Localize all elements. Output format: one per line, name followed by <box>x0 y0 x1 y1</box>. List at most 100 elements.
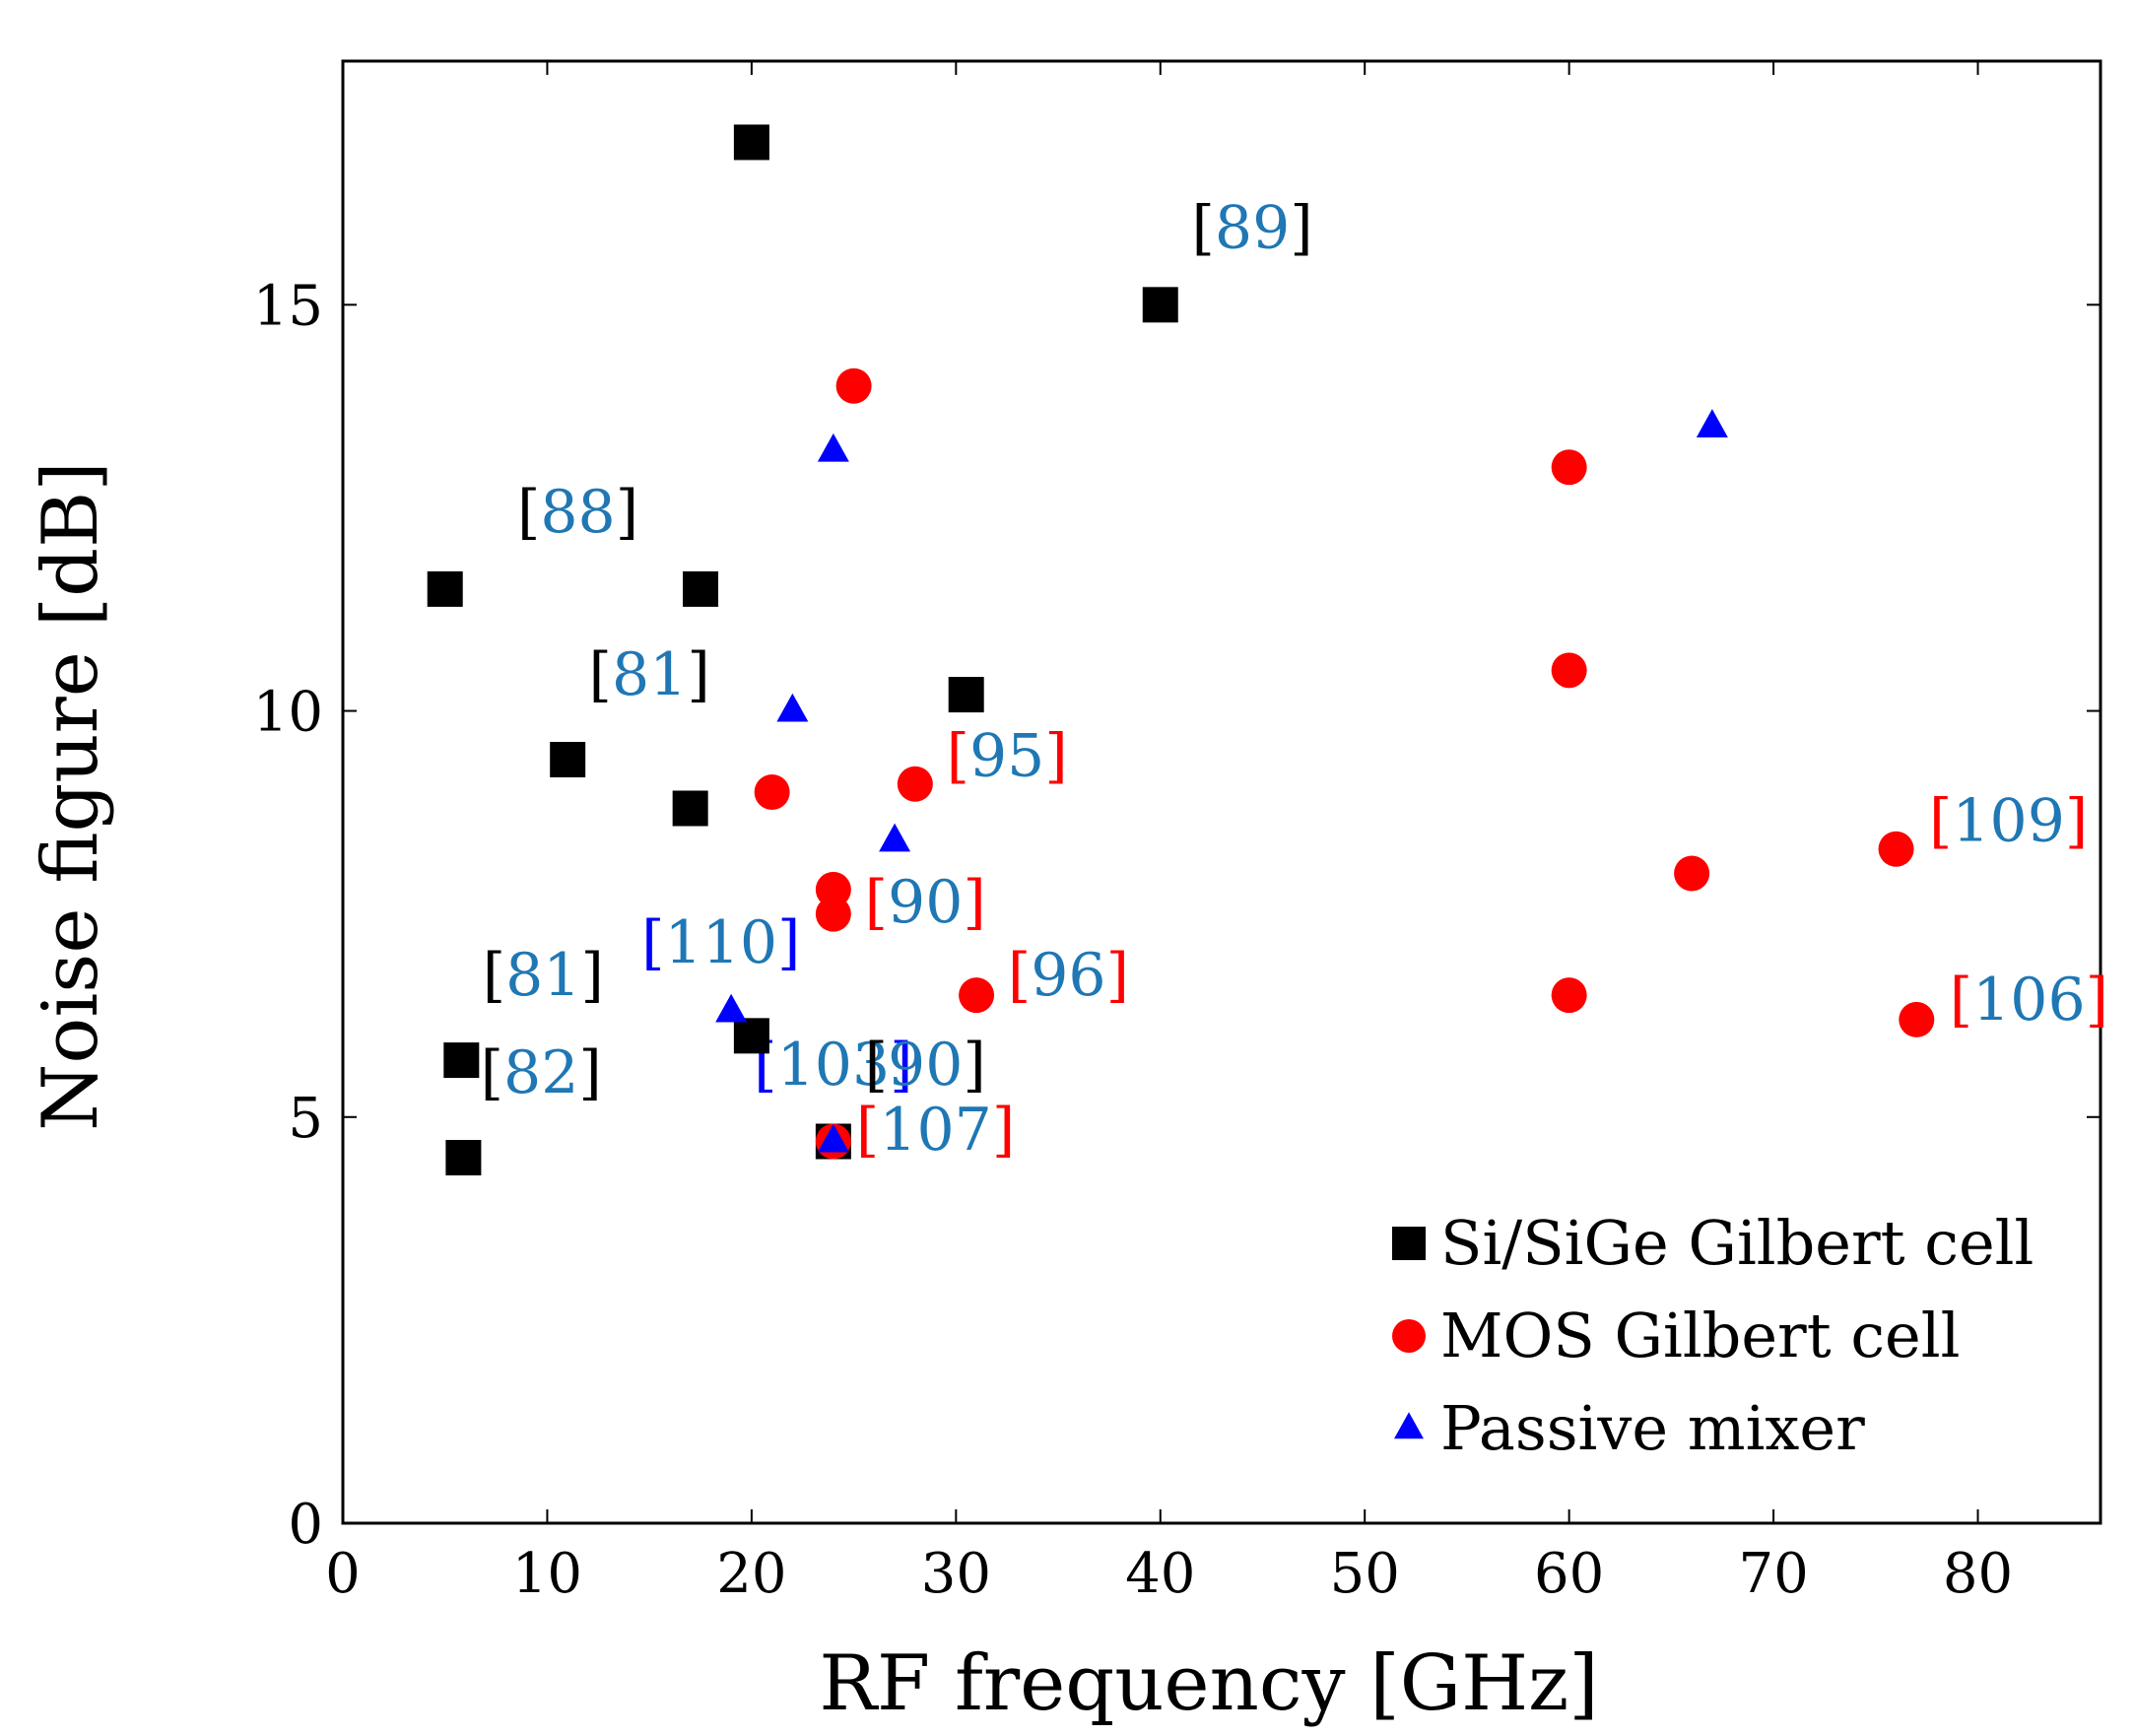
citation-bracket-open: [ <box>1008 941 1031 1010</box>
citation-bracket-open: [ <box>856 1096 879 1165</box>
citation-number: 90 <box>888 868 963 937</box>
citation-label: [90] <box>865 868 986 937</box>
citation-label: [103] <box>754 1031 912 1100</box>
citation-number: 88 <box>540 478 615 547</box>
citation-label: [82] <box>481 1038 602 1107</box>
passive-mixer-point <box>1696 409 1728 437</box>
citation-bracket-open: [ <box>947 722 969 791</box>
si-sige-point <box>445 1140 482 1175</box>
si-sige-point <box>672 790 708 827</box>
passive-mixer-point <box>715 993 748 1023</box>
mos-point <box>1551 652 1587 689</box>
citation-label: [89] <box>1192 194 1313 263</box>
citation-number: 81 <box>505 941 580 1010</box>
x-axis-title: RF frequency [GHz] <box>819 1639 1598 1728</box>
citation-bracket-close: ] <box>963 868 985 937</box>
citation-bracket-open: [ <box>1192 194 1215 263</box>
citation-label: [81] <box>483 941 604 1010</box>
citation-bracket-close: ] <box>1290 194 1312 263</box>
citation-label: [90] <box>865 1031 986 1100</box>
citation-bracket-close: ] <box>890 1031 912 1100</box>
si-sige-point <box>443 1042 480 1079</box>
mos-point <box>959 977 995 1014</box>
citation-bracket-open: [ <box>517 478 540 547</box>
mos-point <box>835 367 872 404</box>
mos-point <box>1551 449 1587 486</box>
citation-label: [88] <box>517 478 638 547</box>
citation-number: 107 <box>879 1096 992 1165</box>
y-tick-label: 5 <box>288 1087 323 1151</box>
x-tick-label: 10 <box>512 1542 582 1606</box>
citation-label: [81] <box>589 640 710 709</box>
mos-point <box>1899 1001 1935 1037</box>
citation-number: 90 <box>888 1031 963 1100</box>
mos-point <box>1674 855 1710 892</box>
legend-label: Passive mixer <box>1440 1392 1865 1464</box>
y-tick-label: 15 <box>253 274 323 338</box>
mos-point <box>754 774 790 810</box>
passive-mixer-point <box>879 823 911 852</box>
citation-number: 82 <box>503 1038 578 1107</box>
citation-bracket-close: ] <box>777 908 800 977</box>
citation-number: 81 <box>612 640 687 709</box>
citation-bracket-open: [ <box>589 640 612 709</box>
legend-marker <box>1394 1412 1424 1439</box>
legend-label: Si/SiGe Gilbert cell <box>1440 1207 2034 1279</box>
citation-label: [106] <box>1950 966 2108 1035</box>
citation-bracket-open: [ <box>641 908 664 977</box>
citation-number: 103 <box>777 1031 891 1100</box>
citation-label: [95] <box>947 722 1068 791</box>
citation-bracket-close: ] <box>580 941 603 1010</box>
citation-number: 89 <box>1215 194 1290 263</box>
citation-bracket-close: ] <box>616 478 638 547</box>
x-tick-label: 30 <box>921 1542 991 1606</box>
citation-bracket-close: ] <box>578 1038 601 1107</box>
citation-number: 110 <box>665 908 778 977</box>
mos-point <box>815 871 851 907</box>
si-sige-point <box>733 1018 769 1054</box>
passive-mixer-point <box>817 1123 849 1153</box>
legend-label: MOS Gilbert cell <box>1440 1300 1960 1371</box>
si-sige-point <box>550 742 586 778</box>
citation-bracket-open: [ <box>865 868 888 937</box>
mos-point <box>815 896 851 932</box>
citation-number: 95 <box>969 722 1044 791</box>
plot-frame <box>341 59 2102 1525</box>
si-sige-point <box>733 124 769 161</box>
x-tick-label: 40 <box>1125 1542 1195 1606</box>
citation-bracket-close: ] <box>963 1031 985 1100</box>
citation-bracket-open: [ <box>483 941 505 1010</box>
citation-number: 106 <box>1972 966 2086 1035</box>
x-tick-label: 60 <box>1534 1542 1604 1606</box>
y-tick-label: 10 <box>253 681 323 745</box>
x-tick-label: 50 <box>1330 1542 1400 1606</box>
legend-marker <box>1392 1227 1426 1260</box>
mos-point <box>1551 977 1587 1014</box>
citation-bracket-close: ] <box>687 640 709 709</box>
x-tick-label: 80 <box>1943 1542 2013 1606</box>
mos-point <box>897 766 933 802</box>
citation-bracket-open: [ <box>481 1038 503 1107</box>
mos-point <box>1878 831 1914 867</box>
passive-mixer-point <box>776 693 809 722</box>
citation-bracket-open: [ <box>865 1031 888 1100</box>
passive-mixer-point <box>817 433 849 462</box>
citation-label: [109] <box>1929 786 2088 855</box>
y-axis-title: Noise figure [dB] <box>27 461 115 1131</box>
citation-bracket-close: ] <box>1044 722 1067 791</box>
citation-number: 96 <box>1031 941 1105 1010</box>
citation-bracket-close: ] <box>2086 966 2108 1035</box>
citation-bracket-close: ] <box>2065 786 2088 855</box>
citation-label: [96] <box>1008 941 1129 1010</box>
si-sige-point <box>948 677 984 713</box>
x-tick-label: 70 <box>1738 1542 1808 1606</box>
citation-bracket-close: ] <box>1106 941 1129 1010</box>
y-tick-label: 0 <box>288 1493 323 1557</box>
si-sige-point <box>1142 287 1178 323</box>
citation-number: 109 <box>1952 786 2065 855</box>
citation-label: [107] <box>856 1096 1015 1165</box>
si-sige-point <box>683 570 719 607</box>
citation-bracket-open: [ <box>1929 786 1952 855</box>
x-tick-label: 20 <box>716 1542 786 1606</box>
